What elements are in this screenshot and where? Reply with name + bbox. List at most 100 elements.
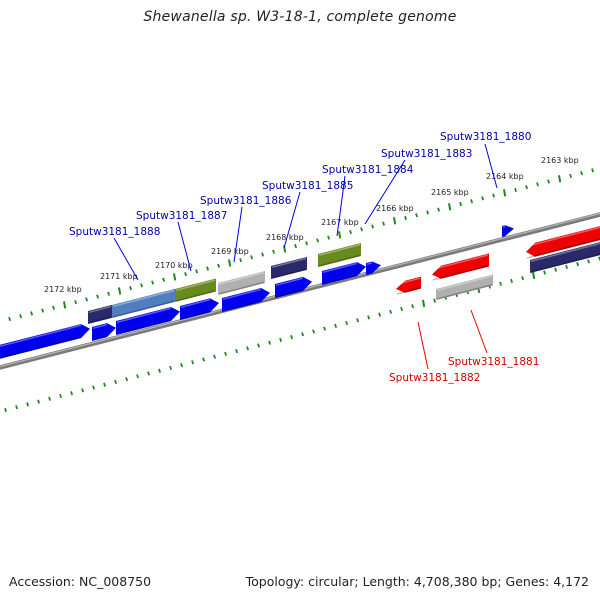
scale-label: 2171 kbp (100, 272, 138, 281)
gene-label-sputw3181-1880[interactable]: Sputw3181_1880 (440, 131, 531, 143)
forward-gene (0, 324, 90, 359)
minor-tick (547, 179, 551, 184)
minor-tick (140, 283, 144, 288)
gc-bar-shadow (218, 281, 265, 295)
minor-tick (147, 371, 151, 376)
forward-gene-shadow (0, 336, 82, 359)
major-tick (118, 287, 122, 295)
gc-bar-shadow (318, 254, 361, 267)
forward-gene-highlight (92, 323, 108, 330)
minor-tick (19, 314, 23, 319)
minor-tick (206, 266, 210, 271)
minor-tick (382, 221, 386, 226)
minor-tick (492, 193, 496, 198)
gc-bar-highlight (112, 289, 175, 308)
major-tick (393, 217, 397, 225)
minor-tick (15, 405, 19, 410)
reverse-gene-highlight (396, 277, 421, 286)
forward-gene (222, 288, 270, 312)
gc-bar-highlight (88, 305, 112, 314)
label-leader (336, 175, 346, 237)
minor-tick (316, 238, 320, 243)
minor-tick (41, 308, 45, 313)
minor-tick (400, 306, 404, 312)
forward-gene-shadow (502, 234, 506, 237)
reverse-gene (526, 226, 600, 257)
minor-tick (312, 329, 316, 334)
scale-label: 2163 kbp (541, 156, 579, 165)
label-leader (417, 321, 429, 370)
label-leader (283, 191, 301, 249)
minor-tick (92, 385, 96, 390)
forward-gene-highlight (180, 298, 211, 309)
gene-label-sputw3181-1885[interactable]: Sputw3181_1885 (262, 180, 353, 192)
gc-bar-shadow (271, 268, 307, 279)
major-tick (422, 299, 426, 308)
gc-bar-highlight (218, 271, 265, 286)
gc-bar-highlight (530, 242, 600, 263)
gc-bar (112, 288, 175, 318)
minor-tick (169, 365, 173, 371)
forward-gene-highlight (275, 277, 304, 287)
minor-tick (459, 201, 463, 207)
accession-text: Accession: NC_008750 (9, 574, 152, 589)
minor-tick (301, 332, 305, 337)
minor-tick (125, 377, 129, 382)
label-leader (364, 159, 406, 225)
minor-tick (48, 396, 52, 401)
gene-label-sputw3181-1884[interactable]: Sputw3181_1884 (322, 164, 414, 176)
forward-gene-shadow (366, 271, 373, 275)
minor-tick (129, 286, 133, 291)
gene-label-sputw3181-1886[interactable]: Sputw3181_1886 (200, 195, 292, 207)
gc-bar (318, 243, 361, 267)
gc-bar (271, 256, 307, 279)
reverse-gene-shadow (396, 287, 421, 295)
minor-tick (103, 382, 107, 387)
minor-tick (213, 354, 217, 359)
minor-tick (191, 360, 195, 365)
minor-tick (411, 304, 415, 309)
gc-bar-highlight (318, 243, 361, 257)
minor-tick (426, 210, 430, 215)
minor-tick (235, 349, 239, 354)
reverse-gene-highlight (526, 226, 600, 248)
major-tick (448, 203, 452, 211)
gc-bar-highlight (175, 279, 216, 292)
minor-tick (30, 311, 34, 316)
minor-tick (224, 351, 228, 356)
minor-tick (151, 280, 155, 285)
scale-label: 2167 kbp (321, 218, 359, 227)
minor-tick (158, 368, 162, 373)
reverse-gene-shadow (432, 264, 489, 281)
scale-label: 2166 kbp (376, 204, 414, 213)
label-leader (177, 221, 192, 272)
major-tick (558, 175, 562, 183)
minor-tick (536, 182, 540, 187)
forward-gene-highlight (0, 324, 82, 348)
minor-tick (26, 402, 30, 407)
minor-tick (202, 357, 206, 362)
scale-label: 2164 kbp (486, 172, 524, 181)
gene-label-sputw3181-1881[interactable]: Sputw3181_1881 (448, 356, 539, 368)
gene-label-sputw3181-1882[interactable]: Sputw3181_1882 (389, 372, 480, 384)
minor-tick (261, 252, 265, 257)
minor-tick (8, 316, 12, 322)
minor-tick (345, 320, 349, 326)
minor-tick (389, 309, 393, 314)
gc-bar-shadow (112, 300, 175, 318)
scale-label: 2165 kbp (431, 188, 469, 197)
minor-tick (180, 363, 184, 368)
gene-label-sputw3181-1883[interactable]: Sputw3181_1883 (381, 148, 472, 160)
gene-label-sputw3181-1888[interactable]: Sputw3181_1888 (69, 226, 160, 238)
forward-gene-highlight (116, 307, 172, 324)
gc-bar-shadow (530, 253, 600, 273)
gc-bar-highlight (436, 275, 493, 292)
minor-tick (85, 297, 89, 302)
minor-tick (587, 259, 591, 264)
minor-tick (184, 272, 188, 277)
minor-tick (334, 323, 338, 328)
label-leader (113, 237, 139, 281)
gene-label-sputw3181-1887[interactable]: Sputw3181_1887 (136, 210, 227, 222)
minor-tick (525, 185, 529, 190)
minor-tick (481, 196, 485, 201)
